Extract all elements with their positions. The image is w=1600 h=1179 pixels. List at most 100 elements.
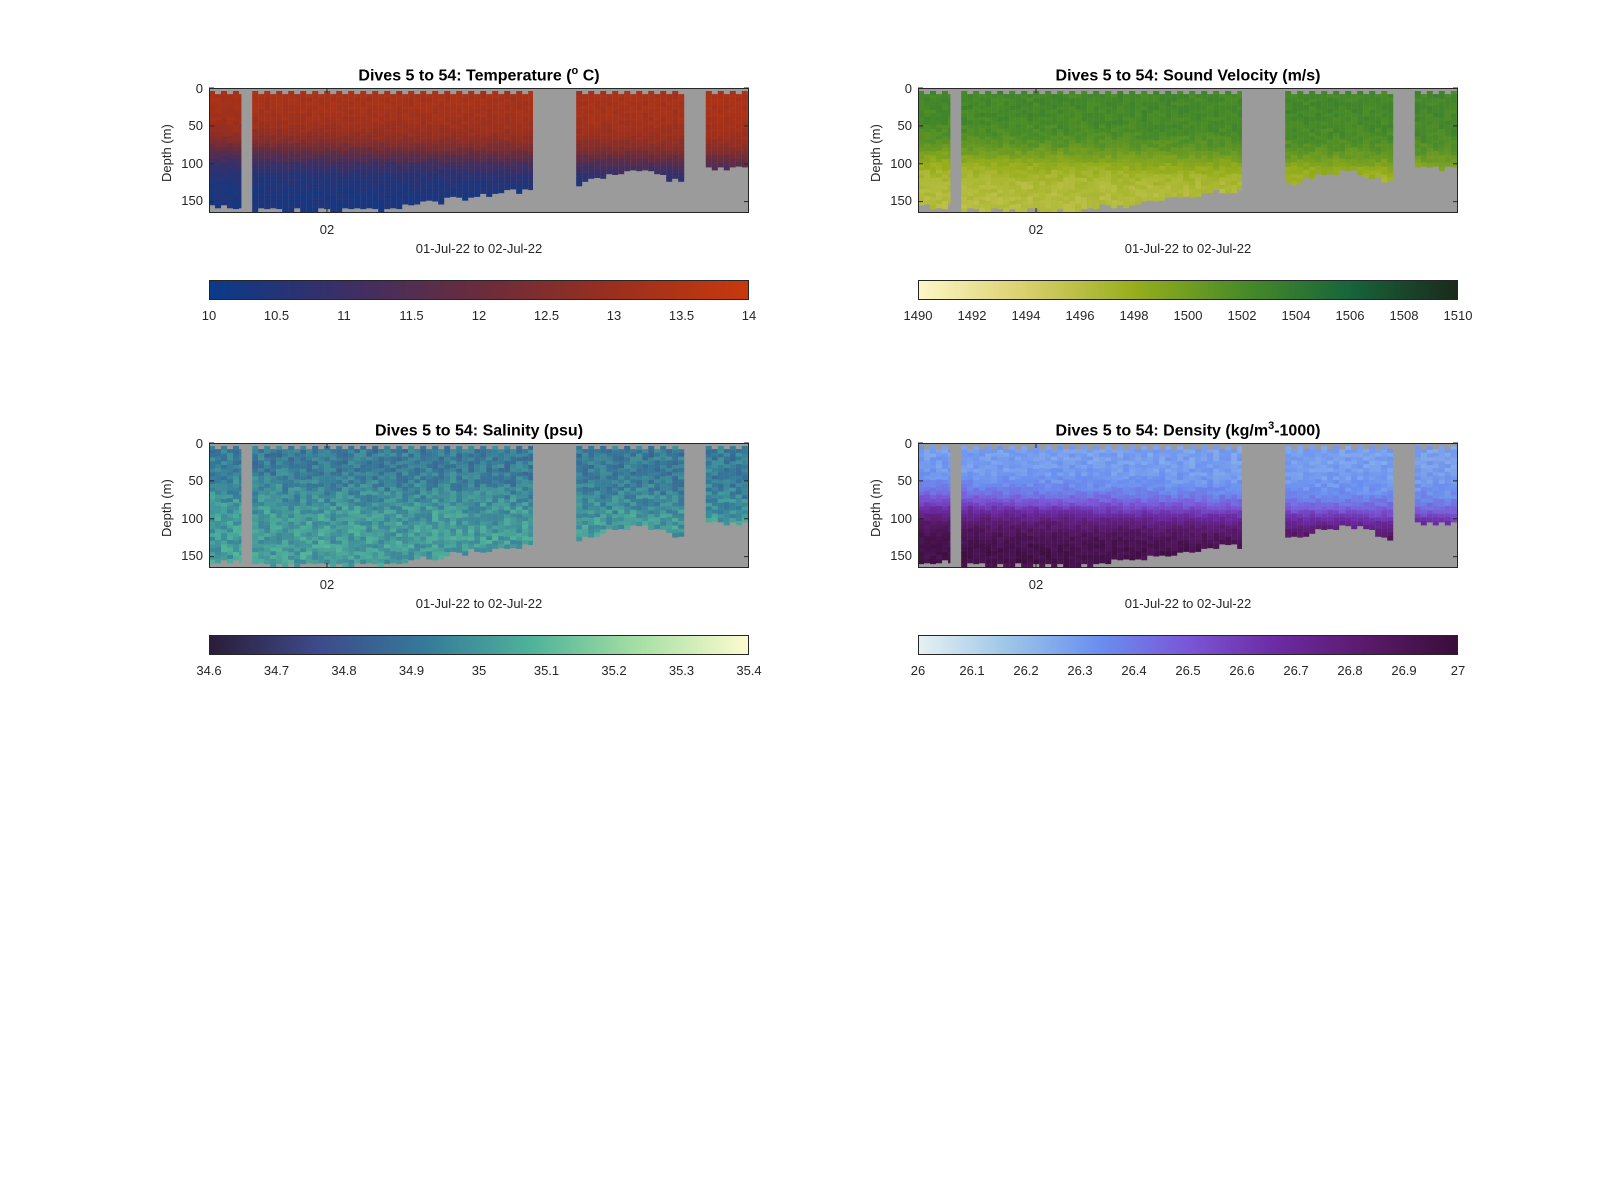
heatmap-cell (294, 513, 301, 518)
heatmap-cell (1195, 120, 1202, 125)
heatmap-cell (1171, 192, 1178, 197)
heatmap-cell (1033, 197, 1040, 202)
heatmap-cell (294, 131, 301, 137)
heatmap-cell (1285, 178, 1292, 183)
heatmap-cell (492, 125, 499, 130)
heatmap-cell (504, 185, 511, 191)
heatmap-cell (288, 483, 295, 489)
heatmap-cell (729, 113, 736, 119)
heatmap-cell (336, 465, 343, 470)
heatmap-cell (408, 113, 415, 119)
heatmap-cell (1207, 97, 1214, 103)
heatmap-cell (678, 154, 685, 160)
heatmap-cell (420, 147, 427, 153)
heatmap-cell (1039, 135, 1046, 141)
heatmap-cell (1351, 139, 1358, 144)
heatmap-cell (1123, 113, 1130, 118)
heatmap-cell (360, 121, 367, 126)
heatmap-cell (444, 106, 451, 111)
heatmap-cell (438, 97, 445, 103)
heatmap-cell (324, 480, 331, 485)
heatmap-cell (1129, 181, 1136, 187)
heatmap-cell (600, 125, 607, 130)
heatmap-cell (264, 204, 271, 210)
heatmap-cell (480, 155, 487, 160)
heatmap-cell (1171, 97, 1178, 103)
heatmap-cell (390, 162, 397, 167)
heatmap-cell (612, 144, 619, 149)
heatmap-cell (276, 147, 283, 153)
heatmap-cell (1093, 200, 1100, 206)
heatmap-cell (1291, 143, 1298, 148)
heatmap-cell (1213, 170, 1220, 175)
heatmap-cell (918, 91, 924, 96)
heatmap-cell (1141, 106, 1148, 111)
heatmap-cell (209, 200, 215, 206)
heatmap-cell (306, 452, 313, 458)
heatmap-cell (624, 110, 631, 115)
heatmap-cell (1297, 140, 1304, 145)
heatmap-cell (918, 193, 924, 198)
heatmap-cell (227, 490, 233, 496)
heatmap-cell (480, 94, 487, 100)
heatmap-cell (396, 102, 403, 107)
heatmap-cell (330, 502, 337, 507)
heatmap-cell (942, 94, 948, 100)
heatmap-cell (282, 536, 289, 541)
heatmap-cell (450, 116, 457, 122)
heatmap-cell (1153, 174, 1160, 179)
heatmap-cell (1189, 174, 1196, 179)
heatmap-cell (366, 131, 373, 137)
heatmap-cell (1321, 91, 1328, 96)
heatmap-cell (1327, 162, 1334, 167)
heatmap-cell (300, 559, 307, 565)
heatmap-cell (1039, 188, 1046, 194)
heatmap-cell (360, 200, 367, 206)
heatmap-cell (1177, 193, 1184, 198)
heatmap-cell (354, 177, 361, 182)
heatmap-cell (979, 139, 986, 144)
heatmap-cell (594, 143, 601, 148)
heatmap-cell (378, 203, 385, 209)
heatmap-cell (324, 502, 331, 508)
heatmap-cell (1171, 94, 1178, 99)
heatmap-cell (288, 197, 295, 202)
heatmap-cell (942, 170, 948, 175)
heatmap-cell (221, 98, 227, 103)
heatmap-cell (233, 465, 239, 470)
heatmap-cell (1195, 150, 1202, 156)
heatmap-cell (306, 154, 313, 160)
heatmap-cell (930, 155, 936, 160)
heatmap-cell (942, 106, 948, 111)
heatmap-cell (576, 132, 583, 138)
heatmap-cell (227, 547, 233, 552)
heatmap-cell (336, 159, 343, 164)
heatmap-cell (1087, 105, 1094, 110)
heatmap-cell (1231, 116, 1238, 122)
heatmap-cell (1051, 162, 1058, 167)
heatmap-cell (1363, 135, 1370, 141)
heatmap-cell (961, 147, 968, 153)
heatmap-cell (666, 94, 673, 99)
heatmap-cell (420, 121, 427, 126)
heatmap-cell (711, 97, 718, 103)
heatmap-cell (300, 91, 307, 96)
heatmap-cell (270, 188, 277, 194)
heatmap-cell (426, 94, 433, 99)
heatmap-cell (1147, 131, 1154, 137)
heatmap-cell (918, 178, 924, 183)
heatmap-cell (221, 491, 227, 496)
heatmap-cell (288, 446, 295, 451)
heatmap-cell (1147, 113, 1154, 118)
heatmap-cell (270, 456, 277, 461)
heatmap-cell (1201, 151, 1208, 156)
heatmap-cell (276, 483, 283, 489)
heatmap-cell (1177, 159, 1184, 164)
heatmap-cell (372, 155, 379, 160)
heatmap-cell (1027, 162, 1034, 167)
heatmap-cell (618, 166, 625, 171)
heatmap-cell (294, 169, 301, 175)
heatmap-cell (1135, 116, 1142, 122)
heatmap-cell (1177, 98, 1184, 103)
heatmap-cell (1207, 150, 1214, 156)
